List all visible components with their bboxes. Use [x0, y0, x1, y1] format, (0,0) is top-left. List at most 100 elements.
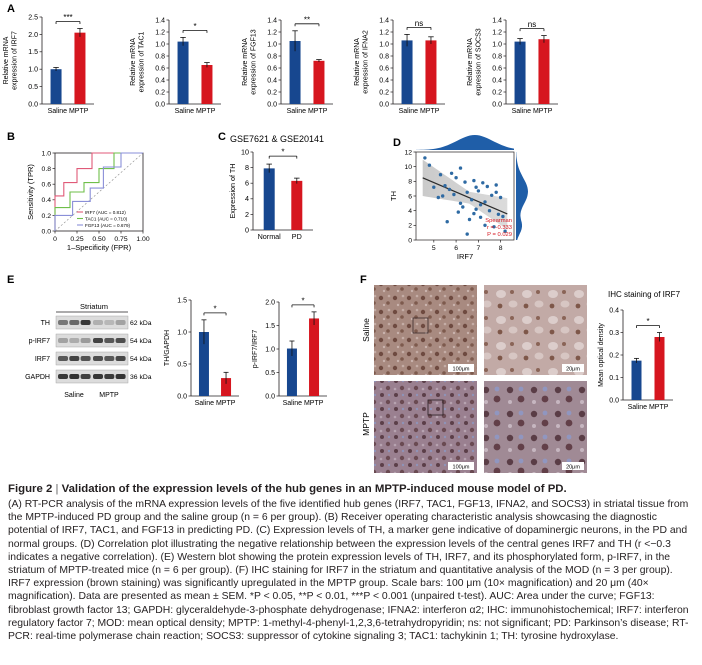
bar-pd — [291, 180, 303, 230]
y-tick-label: 1.2 — [155, 29, 165, 36]
blot-row-label: p-IRF7 — [29, 338, 51, 345]
scatter-point — [485, 184, 489, 189]
y-tick-label: 2.0 — [28, 32, 38, 39]
scatter-point — [456, 210, 460, 214]
scatter-point — [476, 189, 481, 193]
y-tick-label: 0.2 — [42, 213, 52, 220]
bar-mptp — [309, 318, 320, 396]
scatter-point — [492, 225, 496, 229]
scatter-point — [490, 193, 494, 197]
x-group-labels: Saline MPTP — [399, 108, 440, 115]
scatter-point — [498, 195, 503, 200]
y-tick-label: 1.0 — [265, 346, 275, 353]
blot-band — [80, 374, 91, 379]
x-group-labels: Saline MPTP — [628, 404, 669, 411]
y-tick-label: 2.5 — [28, 14, 38, 21]
y-tick-label: 4 — [245, 194, 249, 203]
blot-band — [115, 356, 126, 361]
y-tick-label: 1.0 — [379, 41, 389, 48]
irf7-mrna-bar-chart: 0.0 0.5 1.0 1.5 2.0 2.5 Saline MPTP *** Relative… — [3, 13, 94, 115]
figure-2: A B C D E F 0.0 0.5 1.0 1.5 2.0 2.5 Saline MPT… — [3, 3, 681, 473]
blot-row-label: GAPDH — [25, 374, 50, 381]
blot-band — [80, 338, 91, 343]
roc-series-0 — [54, 152, 143, 231]
tac1-mrna-bar-chart: 0.0 0.2 0.4 0.6 0.8 1.0 1.2 1.4 Saline MPTP * Rela… — [130, 17, 221, 115]
scale-label-saline-40x: 20μm — [566, 367, 580, 373]
scatter-point — [465, 190, 469, 194]
blot-strip-gapdh — [55, 369, 129, 384]
scatter-point — [472, 211, 476, 216]
blot-band — [80, 320, 91, 325]
y-tick-label: 2 — [245, 210, 249, 219]
y-tick-label: 0.4 — [267, 77, 277, 84]
blot-band — [80, 356, 91, 361]
scatter-point — [494, 190, 498, 194]
socs3-mrna-bar-chart: 0.0 0.2 0.4 0.6 0.8 1.0 1.2 1.4 Saline MPTP ns Rel… — [467, 17, 558, 115]
ihc-image-saline-10x — [374, 285, 477, 375]
blot-strip-irf7 — [55, 351, 129, 366]
x-axis-label: IRF7 — [457, 252, 473, 261]
y-tick-label: 2 — [408, 223, 412, 230]
blot-strip-p-irf7 — [55, 333, 129, 348]
correlation-stat: r = -0.333 — [487, 225, 512, 231]
blot-band — [58, 356, 68, 361]
blot-size-label: 54 kDa — [130, 338, 152, 345]
x-tick-label: 1.00 — [136, 236, 149, 243]
x-axis-label: 1–Specificity (FPR) — [67, 243, 132, 252]
significance-label: * — [281, 148, 285, 157]
y-axis-label: expression of SOCS3 — [476, 28, 483, 95]
scatter-point — [478, 203, 483, 207]
scatter-point — [494, 183, 498, 187]
y-tick-label: 0.0 — [492, 101, 502, 108]
y-tick-label: 0.0 — [267, 101, 277, 108]
y-tick-label: 0.5 — [28, 84, 38, 91]
y-axis-label: expression of TAC1 — [139, 31, 146, 92]
y-tick-label: 0.8 — [379, 53, 389, 60]
caption-separator: | — [55, 483, 59, 495]
y-tick-label: 0.8 — [42, 166, 52, 173]
significance-label: ns — [528, 20, 536, 29]
y-tick-label: 8 — [408, 179, 412, 186]
bar-saline — [50, 69, 62, 104]
scatter-point — [501, 214, 505, 219]
caption-title-line: Figure 2 | Validation of the expression … — [8, 482, 696, 496]
caption-title: Validation of the expression levels of t… — [61, 483, 567, 495]
x-group-labels: Saline MPTP — [195, 400, 236, 407]
scatter-point — [449, 171, 454, 175]
scatter-point — [496, 212, 501, 216]
significance-label: *** — [63, 13, 72, 22]
scatter-point — [483, 200, 487, 204]
scatter-point — [458, 166, 463, 170]
significance-label: ** — [304, 15, 310, 24]
caption-body: (A) RT-PCR analysis of the mRNA expressi… — [8, 499, 689, 643]
ihc-image-mptp-40x — [484, 381, 587, 473]
significance-label: * — [213, 304, 216, 313]
y-tick-label: 1.4 — [492, 17, 502, 24]
ihc-image-mptp-10x — [374, 381, 477, 473]
y-tick-label: 0.8 — [492, 53, 502, 60]
blot-size-label: 36 kDa — [130, 374, 152, 381]
significance-label: ns — [415, 19, 423, 28]
y-axis-label: expression of IRF7 — [12, 31, 19, 90]
y-tick-label: 1.0 — [492, 41, 502, 48]
chart-title: IHC staining of IRF7 — [608, 290, 681, 299]
blot-band — [93, 356, 103, 361]
bar-saline — [401, 40, 413, 104]
scatter-point — [474, 185, 478, 189]
scatter-point — [470, 198, 474, 202]
y-tick-label: 0.4 — [492, 77, 502, 84]
y-tick-label: 0.0 — [177, 393, 187, 400]
y-tick-label: 0.2 — [155, 89, 165, 96]
y-tick-label: 0.4 — [155, 77, 165, 84]
bar-mptp — [654, 337, 665, 400]
panel-letter-b: B — [7, 131, 15, 143]
y-tick-label: 0.0 — [42, 228, 52, 235]
bar-saline — [177, 41, 189, 104]
caption-figure-number: Figure 2 — [8, 483, 53, 495]
th-gapdh-bar-chart: 0.0 0.5 1.0 1.5 Saline MPTP * TH/GAPDH — [164, 297, 239, 407]
y-tick-label: 6 — [245, 179, 249, 188]
y-tick-label: 6 — [408, 193, 412, 200]
blot-band — [58, 320, 68, 325]
y-tick-label: 0.1 — [609, 375, 619, 382]
blot-region-title: Striatum — [80, 302, 108, 311]
